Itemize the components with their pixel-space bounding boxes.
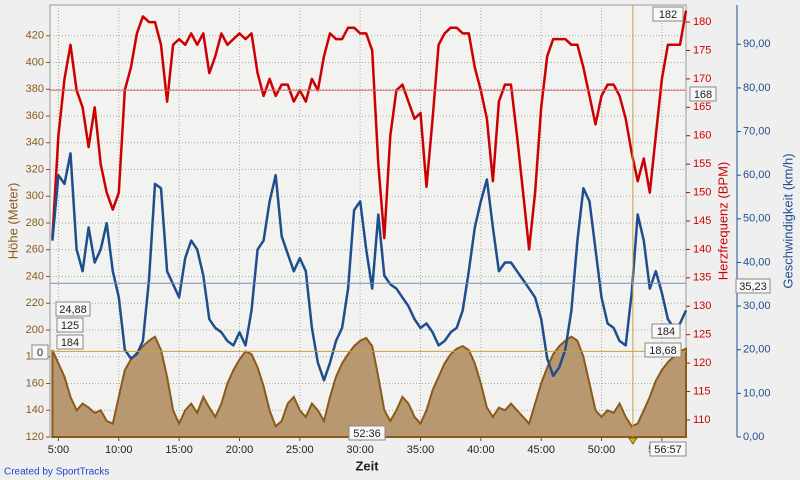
y2-tick-label: 160	[693, 130, 711, 142]
y3-tick-label: 70,00	[743, 125, 771, 137]
x-tick-label: 15:00	[165, 444, 193, 456]
y2-tick-label: 145	[693, 215, 711, 227]
cursor-marker	[627, 437, 638, 445]
value-box	[31, 344, 49, 360]
y-tick-label: 340	[26, 137, 44, 149]
y2-tick-label: 115	[693, 385, 711, 397]
x-tick-label: 10:00	[105, 444, 133, 456]
value-box	[649, 441, 687, 457]
y3-axis-title: Geschwindigkeit (km/h)	[780, 153, 795, 288]
x-tick-label: 25:00	[286, 444, 314, 456]
y3-tick-label: 10,00	[743, 387, 771, 399]
y2-tick-label: 130	[693, 300, 711, 312]
y3-tick-label: 60,00	[743, 169, 771, 181]
line	[51, 10, 688, 251]
y2-axis-title: Herzfrequenz (BPM)	[715, 162, 730, 280]
value-label: 56:57	[654, 444, 682, 456]
y-tick-label: 400	[26, 56, 44, 68]
y3-tick-label: 90,00	[743, 38, 771, 50]
y-tick-label: 260	[26, 244, 44, 256]
value-box	[652, 6, 684, 22]
y3-tick-label: 20,00	[743, 344, 771, 356]
y2-tick-label: 120	[693, 357, 711, 369]
y-tick-label: 160	[26, 377, 44, 389]
value-box	[651, 323, 681, 339]
value-label: 0	[37, 347, 43, 359]
y3-tick-label: 40,00	[743, 256, 771, 268]
x-tick-label: 35:00	[407, 444, 435, 456]
x-tick-label: 50:00	[588, 444, 616, 456]
y2-tick-label: 125	[693, 329, 711, 341]
line	[51, 152, 688, 382]
value-box	[689, 86, 717, 102]
y2-tick-label: 140	[693, 243, 711, 255]
value-box	[56, 334, 84, 350]
y2-tick-label: 175	[693, 44, 711, 56]
value-label: 125	[61, 320, 79, 332]
y-tick-label: 240	[26, 270, 44, 282]
y-tick-label: 120	[26, 431, 44, 443]
y2-tick-label: 165	[693, 101, 711, 113]
value-box	[348, 425, 386, 441]
y3-tick-label: 30,00	[743, 300, 771, 312]
x-axis-title: Zeit	[355, 458, 379, 473]
y-tick-label: 360	[26, 110, 44, 122]
y-tick-label: 280	[26, 217, 44, 229]
value-label: 184	[657, 326, 675, 338]
value-label: 182	[659, 9, 677, 21]
x-tick-label: 5:00	[48, 444, 69, 456]
value-label: 24,88	[59, 304, 87, 316]
value-box	[735, 278, 771, 294]
y3-tick-label: 50,00	[743, 213, 771, 225]
y2-tick-label: 150	[693, 186, 711, 198]
y-tick-label: 220	[26, 297, 44, 309]
y2-tick-label: 155	[693, 158, 711, 170]
y2-tick-label: 135	[693, 272, 711, 284]
y-tick-label: 140	[26, 404, 44, 416]
y3-tick-label: 0,00	[743, 431, 764, 443]
value-box	[56, 317, 84, 333]
y-axis-title: Höhe (Meter)	[5, 183, 20, 260]
value-box	[55, 301, 91, 317]
x-tick-label: 20:00	[226, 444, 254, 456]
value-label: 184	[61, 337, 79, 349]
x-tick-label: 30:00	[346, 444, 374, 456]
y-tick-label: 320	[26, 163, 44, 175]
x-tick-label: 40:00	[467, 444, 495, 456]
value-label: 52:36	[353, 428, 381, 440]
y-tick-label: 300	[26, 190, 44, 202]
y3-tick-label: 80,00	[743, 82, 771, 94]
y2-tick-label: 110	[693, 414, 711, 426]
y2-tick-label: 180	[693, 16, 711, 28]
value-label: 168	[694, 89, 712, 101]
y2-tick-label: 170	[693, 73, 711, 85]
y-tick-label: 380	[26, 83, 44, 95]
footer: Created by SportTracks	[4, 467, 109, 478]
value-label: 35,23	[739, 281, 767, 293]
y-tick-label: 200	[26, 324, 44, 336]
value-label: 18,68	[649, 345, 677, 357]
y-tick-label: 420	[26, 30, 44, 42]
area	[51, 335, 687, 438]
value-box	[644, 342, 682, 358]
x-tick-label: 45:00	[527, 444, 555, 456]
